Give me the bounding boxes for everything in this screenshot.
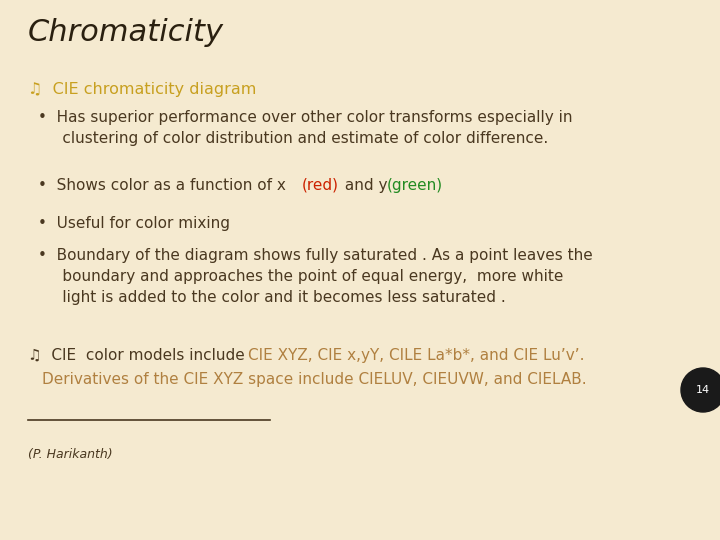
Text: (green): (green) xyxy=(387,178,443,193)
Text: (red): (red) xyxy=(302,178,339,193)
Circle shape xyxy=(681,368,720,412)
Text: Derivatives of the CIE XYZ space include CIELUV, CIEUVW, and CIELAB.: Derivatives of the CIE XYZ space include… xyxy=(42,372,587,387)
Text: 14: 14 xyxy=(696,385,710,395)
Text: ♫  CIE  color models include: ♫ CIE color models include xyxy=(28,348,250,363)
Text: •  Has superior performance over other color transforms especially in
     clust: • Has superior performance over other co… xyxy=(38,110,572,146)
Text: Chromaticity: Chromaticity xyxy=(28,18,224,47)
Text: •  Useful for color mixing: • Useful for color mixing xyxy=(38,216,230,231)
Text: •  Boundary of the diagram shows fully saturated . As a point leaves the
     bo: • Boundary of the diagram shows fully sa… xyxy=(38,248,593,305)
Text: ♫  CIE chromaticity diagram: ♫ CIE chromaticity diagram xyxy=(28,82,256,97)
Text: (P. Harikanth): (P. Harikanth) xyxy=(28,448,112,461)
Text: CIE XYZ, CIE x,yY, CILE La*b*, and CIE Lu’v’.: CIE XYZ, CIE x,yY, CILE La*b*, and CIE L… xyxy=(248,348,585,363)
Text: •  Shows color as a function of x: • Shows color as a function of x xyxy=(38,178,291,193)
Text: and y: and y xyxy=(340,178,392,193)
